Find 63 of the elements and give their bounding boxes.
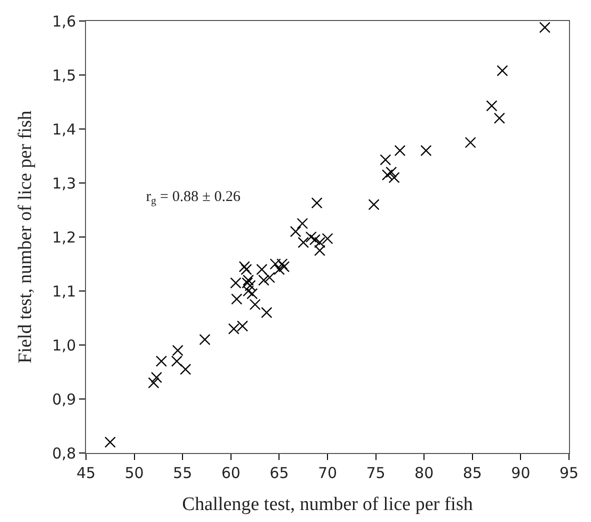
point bbox=[240, 264, 252, 275]
y-tick-label: 0,9 bbox=[52, 390, 76, 408]
point bbox=[156, 356, 167, 367]
y-tick-label: 1,2 bbox=[52, 228, 76, 246]
point bbox=[380, 154, 392, 166]
x-tick-label: 90 bbox=[511, 464, 530, 482]
point bbox=[261, 307, 272, 318]
point bbox=[180, 364, 192, 375]
point bbox=[420, 145, 432, 156]
x-tick-label: 75 bbox=[366, 464, 386, 482]
x-tick-label: 45 bbox=[76, 464, 96, 482]
x-tick-label: 55 bbox=[173, 464, 192, 482]
x-tick-label: 70 bbox=[318, 464, 338, 482]
y-tick-label: 1,1 bbox=[52, 282, 76, 300]
point bbox=[276, 258, 288, 270]
point bbox=[264, 272, 276, 284]
point bbox=[314, 236, 326, 248]
point bbox=[290, 226, 302, 238]
point bbox=[150, 372, 162, 383]
x-tick-label: 80 bbox=[414, 464, 434, 482]
point bbox=[244, 280, 256, 292]
point bbox=[171, 356, 182, 367]
point bbox=[311, 197, 322, 209]
point bbox=[258, 274, 270, 286]
point bbox=[388, 172, 400, 184]
point bbox=[231, 294, 242, 305]
point bbox=[305, 231, 317, 243]
x-tick-label: 95 bbox=[559, 464, 579, 482]
x-tick-label: 65 bbox=[270, 464, 289, 482]
point bbox=[494, 112, 506, 124]
y-tick-label: 1,6 bbox=[52, 12, 76, 30]
y-tick-label: 1,3 bbox=[52, 174, 76, 192]
point bbox=[249, 298, 261, 310]
point bbox=[242, 274, 254, 286]
point bbox=[496, 65, 508, 76]
y-tick-label: 1,5 bbox=[52, 66, 76, 84]
x-tick-label: 60 bbox=[221, 464, 240, 482]
y-tick-label: 0,8 bbox=[52, 444, 76, 462]
point bbox=[242, 285, 254, 297]
point bbox=[464, 136, 476, 148]
point bbox=[274, 264, 285, 275]
y-tick-label: 1,0 bbox=[52, 336, 76, 354]
point bbox=[382, 169, 393, 180]
point bbox=[296, 218, 308, 230]
point bbox=[148, 377, 160, 388]
annotation: r$_{g}$ = 0.88 ± 0.26 bbox=[146, 189, 241, 208]
y-tick-label: 1,4 bbox=[52, 120, 76, 138]
point bbox=[256, 264, 268, 275]
x-tick-label: 85 bbox=[462, 464, 482, 482]
x-tick-label: 50 bbox=[124, 464, 144, 482]
point bbox=[199, 334, 210, 346]
point bbox=[238, 261, 250, 272]
point bbox=[368, 199, 380, 210]
point bbox=[172, 344, 184, 356]
point bbox=[386, 166, 397, 178]
point bbox=[104, 436, 116, 448]
x-axis-title: Challenge test, number of lice per fish bbox=[182, 494, 474, 515]
point bbox=[539, 22, 550, 34]
point bbox=[246, 288, 258, 300]
point bbox=[394, 145, 406, 156]
point bbox=[486, 100, 498, 112]
point bbox=[314, 244, 326, 256]
y-axis-title: Field test, number of lice per fish bbox=[14, 110, 36, 364]
